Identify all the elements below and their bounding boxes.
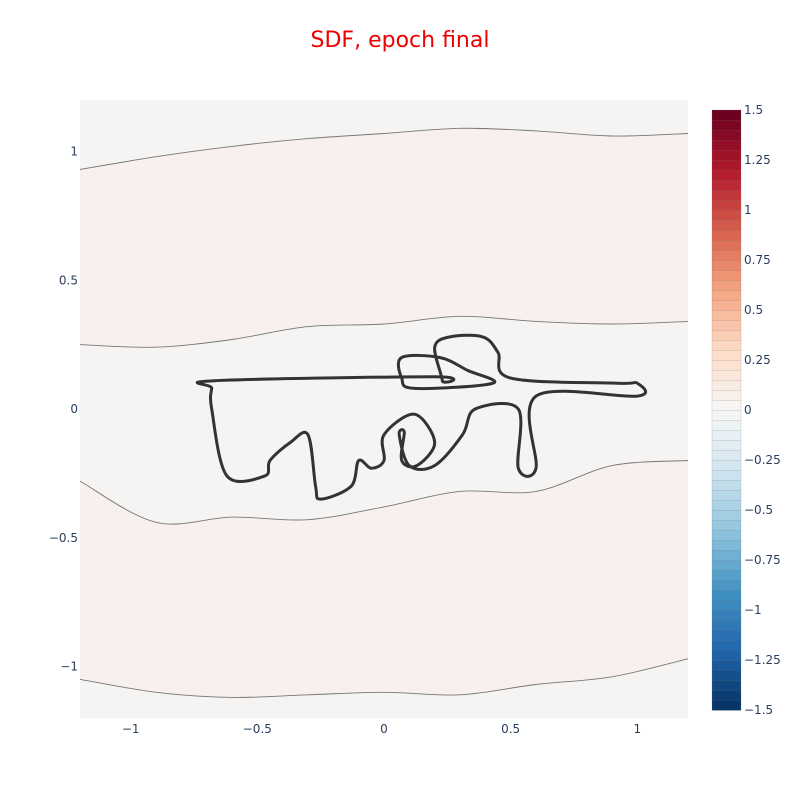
colorbar-segment [711, 649, 742, 661]
colorbar-segment [711, 109, 742, 121]
colorbar-tick-label: −0.25 [744, 453, 781, 467]
colorbar-segment [711, 439, 742, 451]
colorbar-segment [711, 249, 742, 261]
colorbar-segment [711, 579, 742, 591]
colorbar-segment [711, 299, 742, 311]
colorbar-segment [711, 339, 742, 351]
colorbar-segment [711, 289, 742, 301]
x-tick-label: −0.5 [243, 722, 272, 736]
colorbar-segment [711, 399, 742, 411]
colorbar-tick-label: 1 [744, 203, 752, 217]
zero-contour-outer [195, 333, 648, 501]
colorbar-segment [711, 259, 742, 271]
y-tick-label: −0.5 [49, 531, 78, 545]
x-tick-label: 0.5 [501, 722, 520, 736]
colorbar-segment [711, 689, 742, 701]
colorbar-segment [711, 459, 742, 471]
colorbar-segment [711, 669, 742, 681]
colorbar-tick-label: 0.5 [744, 303, 763, 317]
colorbar-segment [711, 509, 742, 521]
colorbar-segment [711, 519, 742, 531]
colorbar-segment [711, 599, 742, 611]
y-tick-label: −1 [60, 660, 78, 674]
colorbar-segment [711, 129, 742, 141]
colorbar-tick-label: 0 [744, 403, 752, 417]
colorbar-segment [711, 629, 742, 641]
colorbar-segment [711, 149, 742, 161]
level-contour-2 [80, 315, 688, 348]
plot-area[interactable] [80, 100, 688, 718]
level-contour-4 [80, 658, 688, 698]
colorbar-segment [711, 639, 742, 651]
colorbar-segment [711, 169, 742, 181]
colorbar-segment [711, 329, 742, 341]
level-contour-3 [80, 460, 688, 525]
y-tick-label: 0.5 [59, 273, 78, 287]
colorbar-segment [711, 609, 742, 621]
colorbar-tick-label: −0.5 [744, 503, 773, 517]
colorbar-segment [711, 229, 742, 241]
colorbar-tick-label: −1.25 [744, 653, 781, 667]
colorbar-segment [711, 219, 742, 231]
colorbar-segment [711, 449, 742, 461]
colorbar-segment [711, 209, 742, 221]
chart-title: SDF, epoch final [311, 28, 490, 53]
colorbar-segment [711, 409, 742, 421]
colorbar-segment [711, 589, 742, 601]
colorbar-segment [711, 239, 742, 251]
colorbar-tick-label: 0.25 [744, 353, 771, 367]
colorbar-tick-label: −1 [744, 603, 762, 617]
colorbar-segment [711, 429, 742, 441]
colorbar-segment [711, 189, 742, 201]
positive-band-1 [80, 128, 688, 348]
level-contour-1 [80, 127, 688, 170]
colorbar-segment [711, 559, 742, 571]
colorbar-segment [711, 469, 742, 481]
colorbar-segment [711, 569, 742, 581]
positive-band-2 [80, 460, 688, 698]
colorbar-segment [711, 529, 742, 541]
zero-contour-inner [396, 353, 497, 391]
x-tick-label: −1 [122, 722, 140, 736]
colorbar-tick-label: 1.25 [744, 153, 771, 167]
colorbar-segment [711, 419, 742, 431]
colorbar-tick-label: 1.5 [744, 103, 763, 117]
colorbar-segment [711, 549, 742, 561]
y-tick-label: 1 [70, 145, 78, 159]
y-tick-label: 0 [70, 402, 78, 416]
colorbar-segment [711, 269, 742, 281]
colorbar-segment [711, 119, 742, 131]
colorbar-segment [711, 309, 742, 321]
colorbar-segment [711, 499, 742, 511]
x-tick-label: 0 [380, 722, 388, 736]
colorbar-segment [711, 479, 742, 491]
colorbar-tick-label: −1.5 [744, 703, 773, 717]
colorbar-segment [711, 179, 742, 191]
colorbar-segment [711, 279, 742, 291]
colorbar-tick-label: −0.75 [744, 553, 781, 567]
y-axis: 1 0.5 0 −0.5 −1 [49, 145, 78, 674]
x-tick-label: 1 [634, 722, 642, 736]
colorbar: 1.5 1.25 1 0.75 0.5 0.25 0 −0.25 −0.5 −0.75 −1 −1.2… [711, 103, 781, 717]
colorbar-segment [711, 369, 742, 381]
colorbar-segment [711, 379, 742, 391]
x-axis: −1 −0.5 0 0.5 1 [122, 722, 641, 736]
colorbar-segment [711, 139, 742, 151]
colorbar-segment [711, 659, 742, 671]
colorbar-segment [711, 489, 742, 501]
colorbar-segment [711, 359, 742, 371]
colorbar-tick-label: 0.75 [744, 253, 771, 267]
colorbar-segment [711, 159, 742, 171]
colorbar-segment [711, 389, 742, 401]
colorbar-segment [711, 539, 742, 551]
colorbar-segment [711, 619, 742, 631]
colorbar-segment [711, 349, 742, 361]
colorbar-segment [711, 319, 742, 331]
colorbar-segment [711, 679, 742, 691]
colorbar-segment [711, 199, 742, 211]
colorbar-segment [711, 699, 742, 711]
